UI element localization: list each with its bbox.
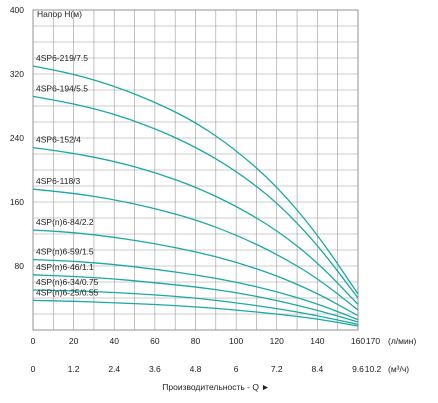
x-tick-label: 20: [69, 336, 79, 346]
x-tick-label: 60: [150, 336, 160, 346]
series-label: 4SP(n)6-25/0.55: [36, 287, 99, 297]
y-tick-label: 320: [10, 69, 24, 79]
curves: [32, 65, 359, 327]
series-line: [32, 95, 359, 299]
series-label: 4SP(n)6-34/0.75: [36, 277, 99, 287]
y-axis-ticks: 80 160 240 320 400: [10, 5, 24, 271]
x2-tick-label: 0: [31, 364, 36, 374]
series-line: [32, 65, 359, 295]
x-axis-ticks: 0 20 40 60 80 100 120 140 160 170: [31, 336, 381, 346]
y-tick-label: 160: [10, 197, 24, 207]
series-label: 4SP(n)6-46/1.1: [36, 262, 94, 272]
series-line: [32, 188, 359, 311]
series-label: 4SP6-194/5.5: [36, 83, 88, 93]
x-tick-label: 120: [270, 336, 284, 346]
x-tick-label: 80: [191, 336, 201, 346]
x2-axis-ticks: 0 1.2 2.4 3.6 4.8 6 7.2 8.4 9.6 10.2: [31, 364, 382, 374]
x-axis-unit-primary: (л/мин): [388, 336, 416, 346]
x-tick-label: 160: [351, 336, 365, 346]
x2-tick-label: 6: [234, 364, 239, 374]
x2-tick-label: 1.2: [68, 364, 80, 374]
series-label: 4SP(n)6-84/2.2: [36, 217, 94, 227]
x2-tick-label: 8.4: [311, 364, 323, 374]
grid: [32, 9, 359, 331]
series-line: [32, 299, 359, 327]
x2-tick-label: 9.6: [352, 364, 364, 374]
x-tick-label: 140: [310, 336, 324, 346]
y-tick-label: 80: [15, 261, 25, 271]
x2-tick-label: 10.2: [365, 364, 382, 374]
series-label: 4SP6-152/4: [36, 135, 81, 145]
series-label: 4SP6-219/7.5: [36, 53, 88, 63]
x-tick-label: 100: [229, 336, 243, 346]
x2-tick-label: 7.2: [271, 364, 283, 374]
series-line: [32, 258, 359, 321]
series-labels: 4SP6-219/7.5 4SP6-194/5.5 4SP6-152/4 4SP6-1…: [36, 53, 99, 297]
x-axis-label: Производительность - Q ►: [162, 382, 269, 392]
x-axis-unit-secondary: (м³/ч): [388, 364, 409, 374]
x2-tick-label: 3.6: [149, 364, 161, 374]
series-label: 4SP6-118/3: [36, 176, 81, 186]
series-line: [32, 229, 359, 317]
series-label: 4SP(n)6-59/1.5: [36, 247, 94, 257]
y-tick-label: 240: [10, 133, 24, 143]
series-line: [32, 146, 359, 305]
x-tick-label: 170: [366, 336, 380, 346]
series-line: [32, 274, 359, 323]
x2-tick-label: 2.4: [108, 364, 120, 374]
series-line: [32, 289, 359, 326]
x-tick-label: 0: [31, 336, 36, 346]
y-axis-label: Напор Н(м): [37, 9, 82, 19]
x2-tick-label: 4.8: [190, 364, 202, 374]
x-tick-label: 40: [110, 336, 120, 346]
y-tick-label: 400: [10, 5, 24, 15]
